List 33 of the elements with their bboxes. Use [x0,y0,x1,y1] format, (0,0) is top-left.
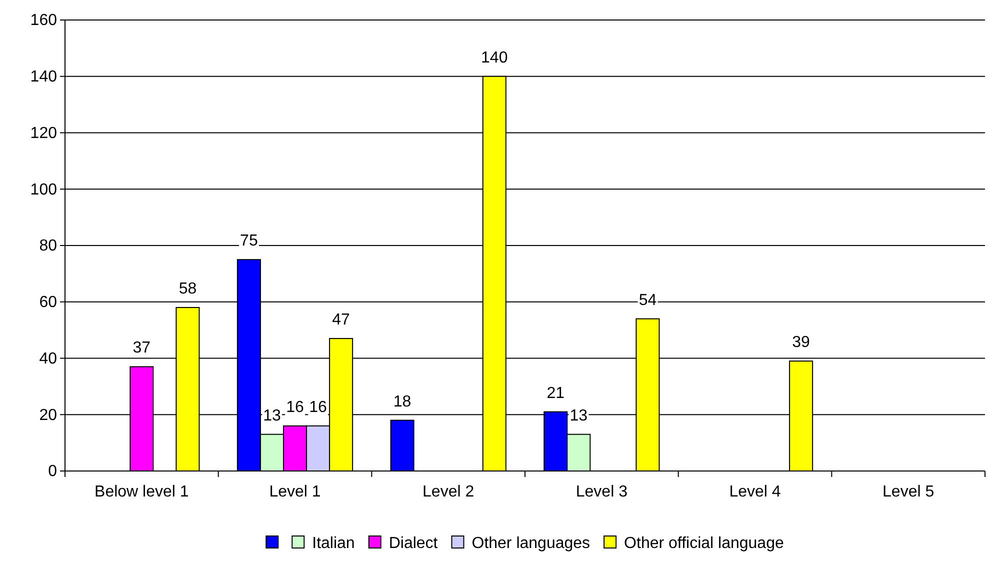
x-tick-label: Level 4 [729,483,781,500]
data-label: 16 [286,398,304,416]
y-tick-label: 120 [30,124,58,142]
y-tick-label: 160 [30,12,58,30]
y-tick-label: 40 [39,350,58,368]
data-label: 47 [332,312,350,329]
legend-label: Other languages [472,535,590,552]
x-tick-label: Level 1 [269,483,321,500]
y-tick-label: 80 [39,238,58,255]
data-label: 75 [240,232,258,250]
y-tick-label: 60 [39,294,58,311]
y-tick-label: 0 [48,463,58,480]
x-tick-label: Level 3 [576,483,628,500]
y-tick-label: 140 [30,68,58,86]
data-label: 21 [546,384,565,402]
legend-label: Other official language [624,535,784,552]
legend-label: Italian [312,535,355,552]
y-tick-label: 100 [30,181,58,198]
x-tick-label: Below level 1 [94,483,189,500]
data-label: 140 [481,49,508,66]
data-label: 18 [393,393,412,410]
y-tick-label: 20 [39,406,58,424]
data-label: 54 [638,292,657,309]
data-label: 13 [263,407,281,424]
data-label: 13 [570,407,588,424]
x-tick-label: Level 2 [422,483,474,500]
data-label: 16 [309,398,328,416]
legend-label: Dialect [388,535,438,552]
data-label: 39 [792,334,810,352]
bar [390,420,414,472]
data-label: 37 [132,340,151,357]
x-tick-label: Level 5 [882,483,934,500]
data-label: 58 [178,280,197,298]
